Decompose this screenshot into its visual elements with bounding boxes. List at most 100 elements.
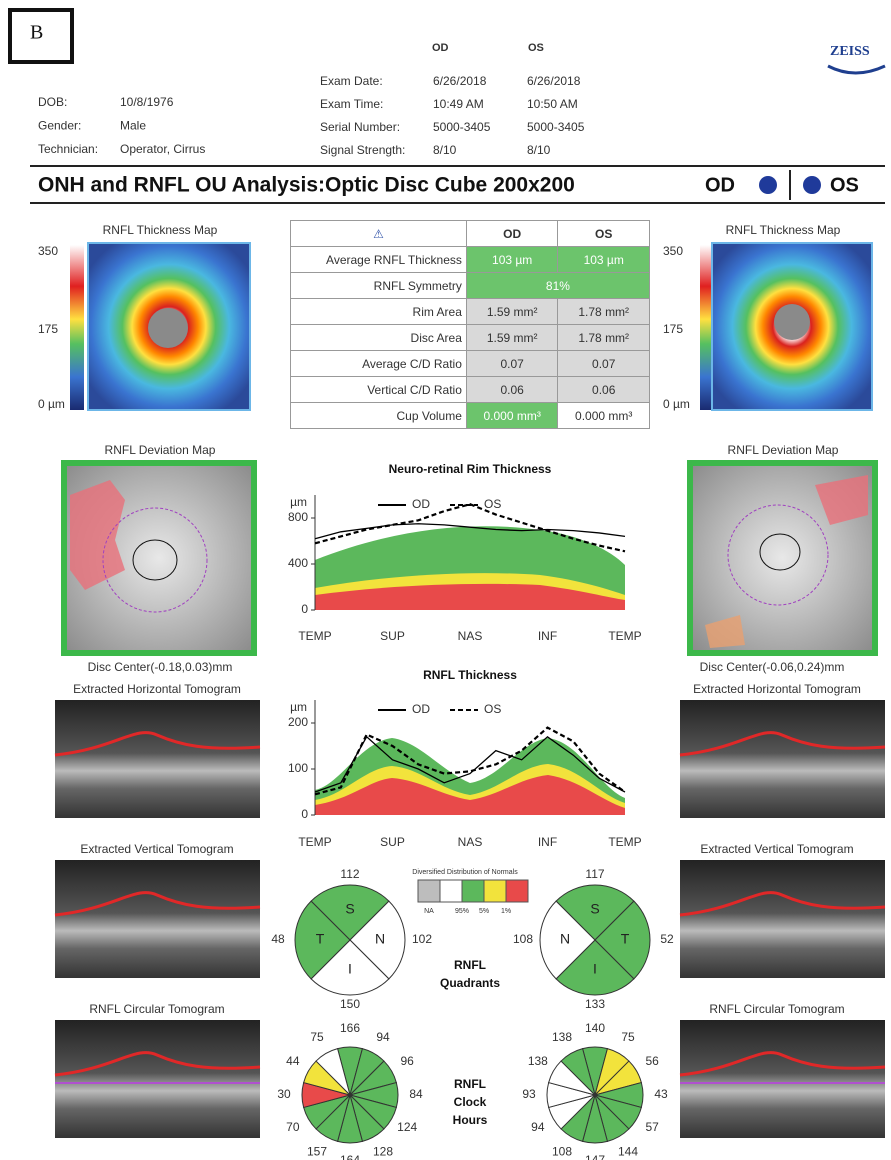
- field-value: 6/26/2018: [433, 74, 487, 88]
- x-tick-label: NAS: [458, 629, 483, 643]
- clock-value: 70: [286, 1120, 300, 1134]
- tomogram-title: Extracted Vertical Tomogram: [700, 842, 853, 856]
- legend-label: OD: [412, 702, 430, 716]
- y-tick-label: 400: [288, 556, 308, 570]
- field-value: 8/10: [433, 143, 457, 157]
- tomogram-title: Extracted Horizontal Tomogram: [73, 682, 241, 696]
- quadrant-value: 52: [660, 932, 674, 946]
- warning-icon: ⚠: [291, 221, 467, 247]
- clock-value: 96: [400, 1054, 414, 1068]
- clock-value: 94: [531, 1120, 545, 1134]
- clock-value: 138: [528, 1054, 548, 1068]
- legend-label: OS: [484, 702, 501, 716]
- legend-swatch: [440, 880, 462, 902]
- tomogram-title: Extracted Vertical Tomogram: [80, 842, 233, 856]
- report: B OD OS ZEISS ONH and RNFL OU Analysis:O…: [0, 0, 891, 1160]
- legend-swatch: [462, 880, 484, 902]
- quadrant-value: 102: [412, 932, 432, 946]
- section-label: Clock: [454, 1095, 487, 1109]
- disc: [774, 304, 810, 340]
- quadrant-letter: T: [621, 931, 630, 947]
- field-label: Technician:: [38, 142, 98, 156]
- section-label: Quadrants: [440, 976, 500, 990]
- cell: 81%: [466, 273, 649, 299]
- field-value: 10:49 AM: [433, 97, 484, 111]
- col-header: OS: [558, 221, 650, 247]
- cell: 1.59 mm²: [466, 325, 558, 351]
- col-header: OD: [466, 221, 558, 247]
- tomogram: [55, 700, 260, 818]
- cell: 0.000 mm³: [466, 403, 558, 429]
- map-title: RNFL Deviation Map: [105, 443, 216, 457]
- scale-label: 175: [38, 322, 58, 336]
- quadrant-value: 150: [340, 997, 360, 1011]
- y-axis-label: µm: [290, 495, 307, 509]
- x-tick-label: INF: [538, 629, 557, 643]
- brand-swoosh: [828, 66, 885, 73]
- row-label: Vertical C/D Ratio: [291, 377, 467, 403]
- section-label: RNFL: [454, 1077, 486, 1091]
- clock-value: 128: [373, 1144, 393, 1158]
- brand: ZEISS: [830, 44, 870, 59]
- x-tick-label: TEMP: [608, 835, 641, 849]
- clock-value: 166: [340, 1021, 360, 1035]
- page: B OD OS ZEISS ONH and RNFL OU Analysis:O…: [0, 0, 891, 1160]
- map-title: RNFL Thickness Map: [726, 223, 841, 237]
- row-label: Disc Area: [291, 325, 467, 351]
- quadrant-value: 112: [340, 867, 359, 881]
- tomogram: [680, 700, 885, 818]
- row-label: Average RNFL Thickness: [291, 247, 467, 273]
- tomogram-title: RNFL Circular Tomogram: [89, 1002, 224, 1016]
- tomogram: [680, 1020, 885, 1138]
- disc: [148, 308, 188, 348]
- tomogram: [680, 860, 885, 978]
- legend-label: NA: [424, 908, 434, 915]
- clock-value: 147: [585, 1153, 605, 1160]
- tomograms: Extracted Horizontal Tomogram Extracted H…: [55, 682, 885, 1138]
- field-label: Serial Number:: [320, 120, 400, 134]
- y-axis-label: µm: [290, 700, 307, 714]
- clock-value: 94: [376, 1030, 390, 1044]
- section-label: RNFL: [454, 958, 486, 972]
- disc-center: Disc Center(-0.06,0.24)mm: [700, 660, 845, 674]
- cell: 0.07: [466, 351, 558, 377]
- clock-value: 138: [552, 1030, 572, 1044]
- quadrant-value: 133: [585, 997, 605, 1011]
- legend-label: OD: [412, 497, 430, 511]
- chart-title: RNFL Thickness: [423, 668, 517, 682]
- legend-label: 5%: [479, 908, 489, 915]
- x-tick-label: TEMP: [298, 629, 331, 643]
- row-label: Cup Volume: [291, 403, 467, 429]
- x-tick-label: SUP: [380, 629, 405, 643]
- tomogram-title: Extracted Horizontal Tomogram: [693, 682, 861, 696]
- field-value: 8/10: [527, 143, 551, 157]
- od-header: OD: [432, 42, 449, 54]
- field-value: 6/26/2018: [527, 74, 581, 88]
- clock-value: 57: [645, 1120, 659, 1134]
- clock-value: 140: [585, 1021, 605, 1035]
- clock-value: 44: [286, 1054, 300, 1068]
- od-dot: [759, 176, 777, 194]
- title-os: OS: [830, 174, 859, 196]
- cell: 103 µm: [558, 247, 650, 273]
- section-label: Hours: [453, 1113, 488, 1127]
- panel-label: B: [30, 22, 43, 44]
- quadrant-value: 117: [585, 867, 604, 881]
- map-title: RNFL Deviation Map: [728, 443, 839, 457]
- quadrant-letter: I: [593, 961, 597, 977]
- quadrant-letter: S: [590, 901, 599, 917]
- scale-label: 350: [663, 244, 683, 258]
- field-label: DOB:: [38, 95, 67, 109]
- clock-value: 164: [340, 1153, 360, 1160]
- color-scale: [70, 245, 84, 410]
- chart-title: Neuro-retinal Rim Thickness: [389, 462, 552, 476]
- clock-value: 30: [277, 1087, 291, 1101]
- legend-swatch: [506, 880, 528, 902]
- clock-value: 157: [307, 1144, 327, 1158]
- title-od: OD: [705, 174, 735, 196]
- y-tick-label: 0: [301, 602, 308, 616]
- row-label: RNFL Symmetry: [291, 273, 467, 299]
- clock-value: 43: [654, 1087, 668, 1101]
- field-value: 5000-3405: [527, 120, 585, 134]
- map-title: RNFL Thickness Map: [103, 223, 218, 237]
